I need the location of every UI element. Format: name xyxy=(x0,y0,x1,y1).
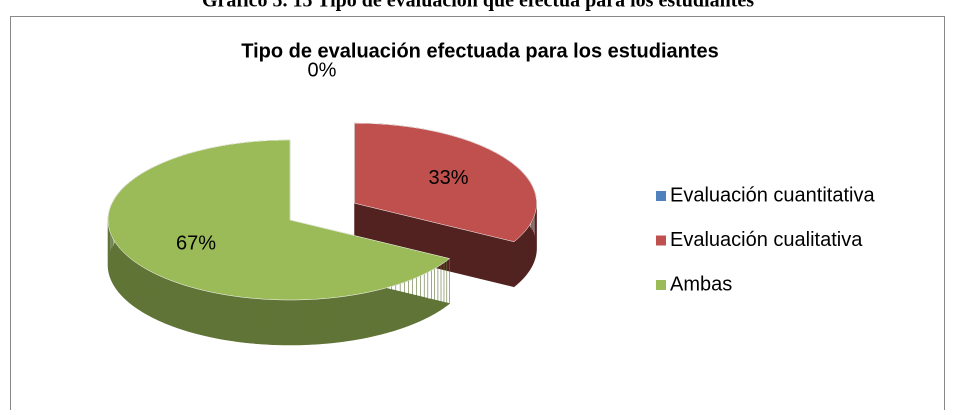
slice xyxy=(354,122,537,243)
legend-label: Evaluación cuantitativa xyxy=(670,184,875,206)
legend-swatch xyxy=(656,191,666,201)
legend: Evaluación cuantitativa Evaluación cualit… xyxy=(656,184,875,295)
legend-label: Ambas xyxy=(670,273,732,295)
slice xyxy=(107,139,451,301)
legend-label: Evaluación cualitativa xyxy=(670,229,863,251)
data-labels: 0% 33% 67% xyxy=(176,59,469,254)
legend-swatch xyxy=(656,235,666,246)
data-label: 0% xyxy=(308,59,337,81)
data-label: 33% xyxy=(429,167,469,189)
pie-tops xyxy=(107,122,537,301)
legend-swatch xyxy=(656,280,666,290)
data-label: 67% xyxy=(176,233,216,255)
chart-title: Tipo de evaluación efectuada para los es… xyxy=(241,40,719,62)
caption: Gráfico 5. 15 Tipo de evaluación que efe… xyxy=(202,0,754,12)
